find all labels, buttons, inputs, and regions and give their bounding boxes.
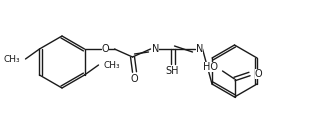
Text: CH₃: CH₃ bbox=[4, 54, 20, 63]
Text: O: O bbox=[131, 74, 138, 84]
Text: N: N bbox=[196, 44, 203, 54]
Text: SH: SH bbox=[166, 66, 179, 76]
Text: CH₃: CH₃ bbox=[104, 61, 120, 70]
Text: O: O bbox=[102, 44, 109, 54]
Text: N: N bbox=[152, 44, 159, 54]
Text: O: O bbox=[254, 69, 262, 79]
Text: HO: HO bbox=[203, 62, 218, 72]
